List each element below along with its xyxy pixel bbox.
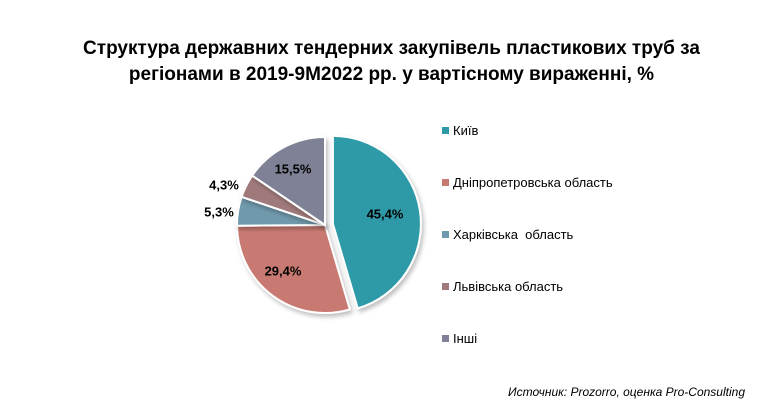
slice-label-5: 15,5% xyxy=(275,161,312,176)
legend-label: Дніпропетровська область xyxy=(453,174,613,190)
legend-item-3: Харківська область xyxy=(442,224,573,244)
legend-label: Київ xyxy=(453,122,479,138)
legend-label: Львівська область xyxy=(453,278,564,294)
legend-swatch xyxy=(442,282,449,290)
slice-label-4: 4,3% xyxy=(209,177,239,192)
pie-slice-1 xyxy=(331,134,422,310)
legend-swatch xyxy=(442,230,449,238)
legend-label: Харківська область xyxy=(453,226,574,242)
legend-item-5: Інші xyxy=(442,328,477,348)
legend-swatch xyxy=(442,178,449,186)
slice-label-1: 45,4% xyxy=(367,206,404,221)
legend-label: Інші xyxy=(453,330,478,346)
source-note: Источник: Prozorro, оценка Pro-Consultin… xyxy=(508,385,745,399)
chart-title: Структура державних тендерних закупівель… xyxy=(83,38,700,85)
pie-slice-2 xyxy=(235,223,352,314)
pie-slice-5 xyxy=(250,135,326,227)
legend-item-2: Дніпропетровська область xyxy=(442,172,613,192)
legend-item-1: Київ xyxy=(442,120,478,140)
slice-label-2: 29,4% xyxy=(265,263,302,278)
legend-swatch xyxy=(442,126,449,134)
slice-label-3: 5,3% xyxy=(204,204,234,219)
legend-swatch xyxy=(442,334,449,342)
legend-item-4: Львівська область xyxy=(442,276,563,296)
